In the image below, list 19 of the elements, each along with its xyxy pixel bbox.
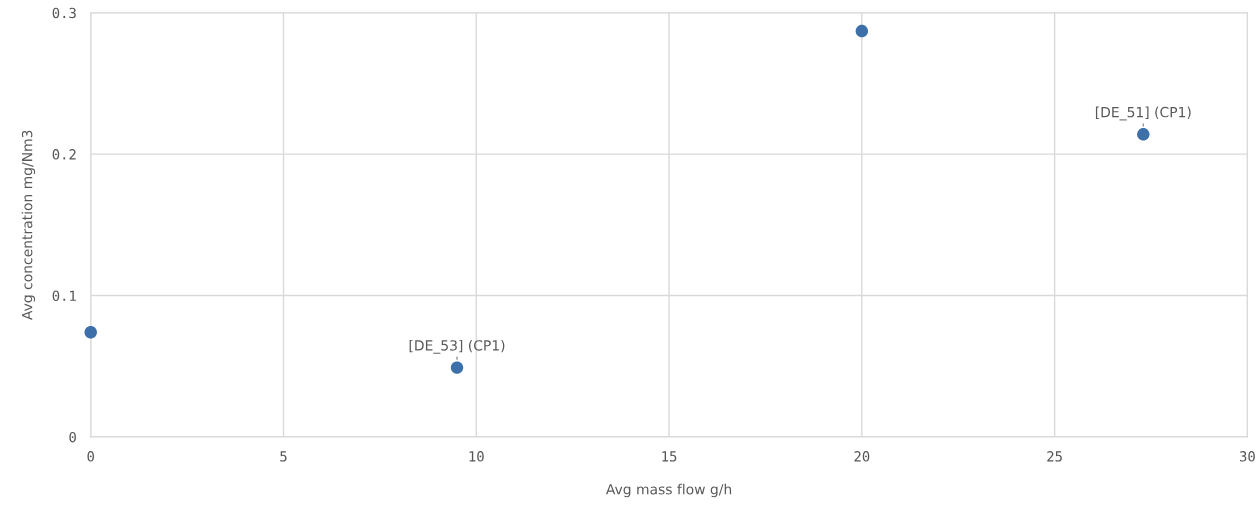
point (450, 361, 464, 374)
y-axis-title: Avg concentration mg/Nm3 (21, 130, 36, 320)
y-tick-label: 0.1 (52, 290, 76, 301)
x-tick-label: 30 (1239, 451, 1255, 462)
point (1137, 128, 1150, 141)
point (84, 326, 97, 339)
y-tick-label: 0 (69, 431, 76, 443)
annotation: [DE_51] (CP1) (1095, 106, 1191, 121)
x-tick-label: 10 (469, 451, 484, 462)
x-axis-title: Avg mass flow g/h (605, 483, 732, 498)
x-tick-label: 20 (854, 451, 870, 462)
annotation: [DE_53] (CP1) (409, 339, 505, 354)
x-tick-label: 15 (662, 451, 677, 462)
y-tick-label: 0.2 (52, 149, 76, 160)
y-tick-label: 0.3 (52, 7, 76, 19)
x-tick-label: 0 (87, 451, 94, 462)
point (855, 24, 869, 38)
x-tick-label: 25 (1047, 451, 1062, 462)
x-tick-label: 5 (280, 451, 287, 462)
